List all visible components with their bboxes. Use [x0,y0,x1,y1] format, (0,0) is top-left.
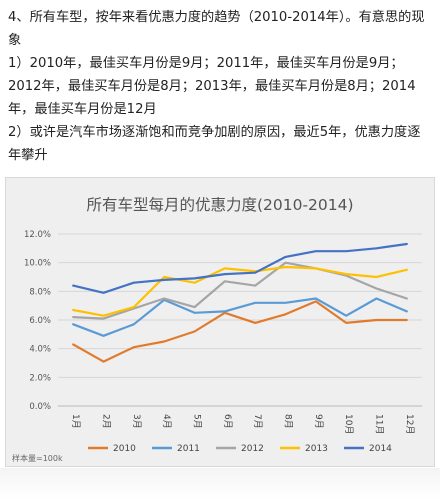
x-tick-label: 3月 [131,414,142,429]
footer-area [0,468,440,500]
x-tick-label: 10月 [343,414,354,434]
legend-label-2010: 2010 [113,444,136,454]
series-lines [72,242,408,363]
legend-label-2012: 2012 [241,444,264,454]
series-line-2012 [72,261,408,320]
legend-label-2011: 2011 [177,444,200,454]
y-tick-label: 2.0% [29,373,51,383]
x-tick-label: 2月 [101,414,112,429]
y-tick-label: 8.0% [29,287,51,297]
x-tick-label: 8月 [283,414,294,429]
legend-label-2014: 2014 [369,444,392,454]
x-tick-label: 5月 [192,414,203,429]
gridlines [58,233,422,407]
x-tick-label: 6月 [222,414,233,429]
article-line: 4、所有车型，按年来看优惠力度的趋势（2010-2014年）。有意思的现象 [8,10,425,48]
y-tick-label: 4.0% [29,345,51,355]
series-line-2011 [72,297,408,337]
line-chart: 所有车型每月的优惠力度(2010-2014) 0.0% 2.0% 4.0% 6.0% 8… [12,196,422,463]
legend: 2010 2011 2012 2013 2014 [88,444,392,454]
x-tick-label: 4月 [161,414,172,429]
y-tick-label: 12.0% [24,230,51,240]
article-line: 2）或许是汽车市场逐渐饱和而竞争加剧的原因，最近5年，优惠力度逐年攀升 [8,125,421,163]
chart-title: 所有车型每月的优惠力度(2010-2014) [86,196,353,214]
series-line-2014 [72,242,408,294]
y-tick-label: 10.0% [24,259,51,269]
article-line: 1）2010年，最佳买车月份是9月；2011年，最佳买车月份是9月；2012年，… [8,56,416,117]
legend-label-2013: 2013 [305,444,328,454]
x-tick-label: 7月 [252,414,263,429]
chart-card: 所有车型每月的优惠力度(2010-2014) 0.0% 2.0% 4.0% 6.0% 8… [5,177,435,467]
x-tick-label: 11月 [374,414,385,434]
x-tick-label: 12月 [404,414,415,434]
article-text: 4、所有车型，按年来看优惠力度的趋势（2010-2014年）。有意思的现象 1）… [8,6,432,167]
x-axis: 1月 2月 3月 4月 5月 6月 7月 8月 9月 10月 11月 12月 [70,414,415,434]
series-line-2013 [72,265,408,317]
x-tick-label: 9月 [313,414,324,429]
x-tick-label: 1月 [70,414,81,429]
y-tick-label: 6.0% [29,316,51,326]
series-line-2010 [72,300,408,363]
y-tick-label: 0.0% [29,402,51,412]
sample-size-note: 样本量=100k [12,453,63,463]
y-axis: 0.0% 2.0% 4.0% 6.0% 8.0% 10.0% 12.0% [24,230,51,412]
